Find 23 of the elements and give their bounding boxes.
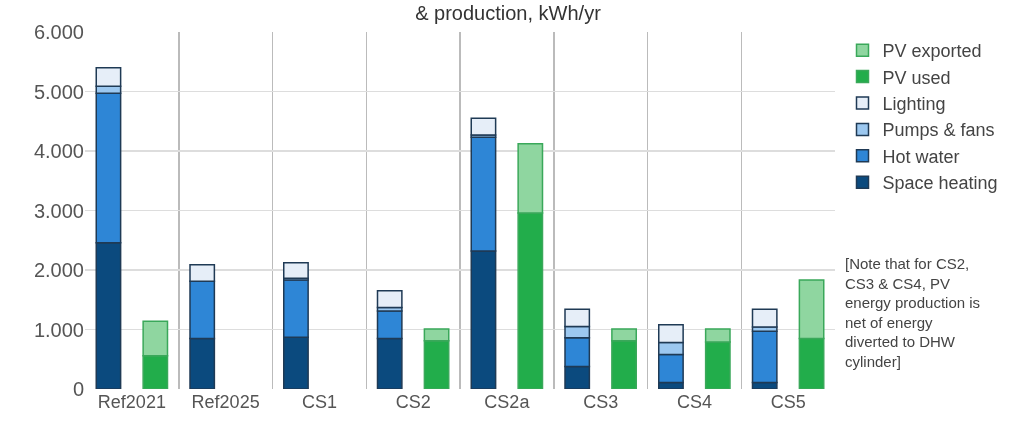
y-tick-label: 0 xyxy=(72,378,84,400)
legend-label: Space heating xyxy=(882,173,998,194)
legend-label: Lighting xyxy=(882,94,946,115)
x-tick-label: CS4 xyxy=(676,392,712,412)
legend-label: Pumps & fans xyxy=(882,120,995,141)
y-tick-label: 4.000 xyxy=(33,140,84,162)
y-tick-label: 6.000 xyxy=(33,21,84,43)
chart-title: & production, kWh/yr xyxy=(415,2,602,25)
text: [Note that for CS2, CS3 & CS4, PV energy production is net of energy diverted to DHW cylinder] xyxy=(845,255,981,370)
y-tick-label: 2.000 xyxy=(33,259,84,281)
y-tick-label: 1.000 xyxy=(33,318,84,341)
x-tick-label: CS5 xyxy=(770,392,806,412)
y-tick-label: 3.000 xyxy=(33,199,84,222)
x-tick-label: Ref2025 xyxy=(191,392,260,412)
x-tick-label: CS2 xyxy=(395,392,431,412)
legend-label: PV used xyxy=(882,67,951,88)
x-tick-label: Ref2021 xyxy=(97,392,166,412)
y-tick-label: 5.000 xyxy=(33,80,84,103)
x-tick-label: CS3 xyxy=(583,392,619,412)
legend-label: Hot water xyxy=(882,146,960,167)
legend-label: PV exported xyxy=(882,41,982,62)
x-tick-label: CS1 xyxy=(301,392,337,412)
x-tick-label: CS2a xyxy=(484,392,531,412)
